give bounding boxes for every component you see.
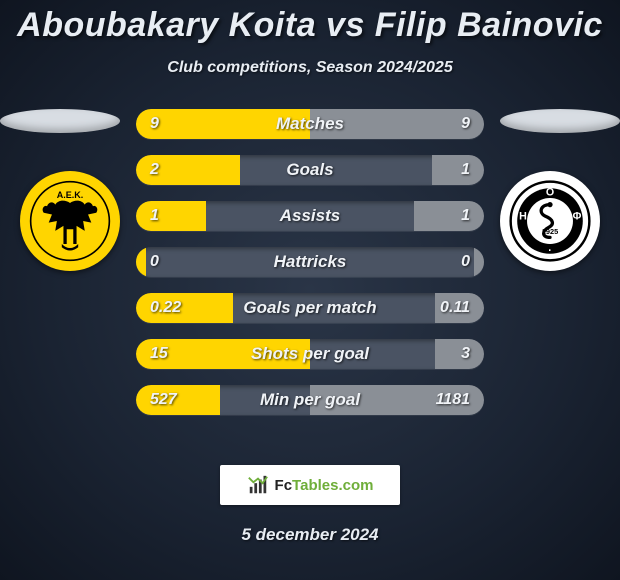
stat-fill-right bbox=[310, 109, 484, 139]
brand-chart-icon bbox=[247, 474, 269, 496]
stat-fill-right bbox=[432, 155, 484, 185]
stat-fill-right bbox=[414, 201, 484, 231]
brand-prefix: Fc bbox=[275, 477, 293, 494]
ofi-crest-icon: Ο Φ · Η 1925 bbox=[509, 180, 591, 262]
stat-fill-left bbox=[136, 339, 310, 369]
stat-row: 5271181Min per goal bbox=[136, 385, 484, 415]
stat-row: 0 0Hattricks bbox=[136, 247, 484, 277]
stat-fill-left bbox=[136, 293, 233, 323]
stat-row: 21Goals bbox=[136, 155, 484, 185]
comparison-subtitle: Club competitions, Season 2024/2025 bbox=[0, 59, 620, 77]
svg-text:Φ: Φ bbox=[573, 210, 582, 222]
stat-fill-left bbox=[136, 385, 220, 415]
stat-fill-right bbox=[435, 339, 484, 369]
stat-row: 11Assists bbox=[136, 201, 484, 231]
stat-fill-right bbox=[310, 385, 484, 415]
stat-row: 153Shots per goal bbox=[136, 339, 484, 369]
stat-fill-left bbox=[136, 109, 310, 139]
stat-fill-right bbox=[435, 293, 484, 323]
stat-value-right: 0 bbox=[461, 247, 470, 277]
stat-fill-left bbox=[136, 247, 146, 277]
svg-text:Η: Η bbox=[519, 210, 527, 222]
stat-row: 0.220.11Goals per match bbox=[136, 293, 484, 323]
snapshot-date: 5 december 2024 bbox=[0, 525, 620, 545]
svg-text:Ο: Ο bbox=[546, 187, 554, 199]
podium-left bbox=[0, 109, 120, 133]
stat-row: 99Matches bbox=[136, 109, 484, 139]
brand-text: FcTables.com bbox=[275, 477, 374, 494]
stat-fill-left bbox=[136, 155, 240, 185]
crest-left: Α.Ε.Κ. bbox=[20, 171, 120, 271]
crest-year: 1925 bbox=[542, 227, 558, 236]
brand-badge[interactable]: FcTables.com bbox=[220, 465, 400, 505]
stat-bars: 99Matches 21Goals 11Assists 0 0Hattricks 0.22… bbox=[136, 109, 484, 431]
stat-label: Hattricks bbox=[136, 247, 484, 277]
stat-fill-left bbox=[136, 201, 206, 231]
podium-right bbox=[500, 109, 620, 133]
svg-text:Α.Ε.Κ.: Α.Ε.Κ. bbox=[57, 190, 84, 200]
stat-fill-right bbox=[474, 247, 484, 277]
crest-right: Ο Φ · Η 1925 bbox=[500, 171, 600, 271]
svg-text:·: · bbox=[548, 245, 552, 257]
brand-suffix: Tables.com bbox=[292, 477, 373, 494]
comparison-title: Aboubakary Koita vs Filip Bainovic bbox=[0, 0, 620, 45]
comparison-arena: Α.Ε.Κ. Ο Φ · Η 1925 99Matches 21Goals 11As… bbox=[0, 109, 620, 439]
aek-crest-icon: Α.Ε.Κ. bbox=[29, 180, 111, 262]
stat-value-left: 0 bbox=[150, 247, 159, 277]
